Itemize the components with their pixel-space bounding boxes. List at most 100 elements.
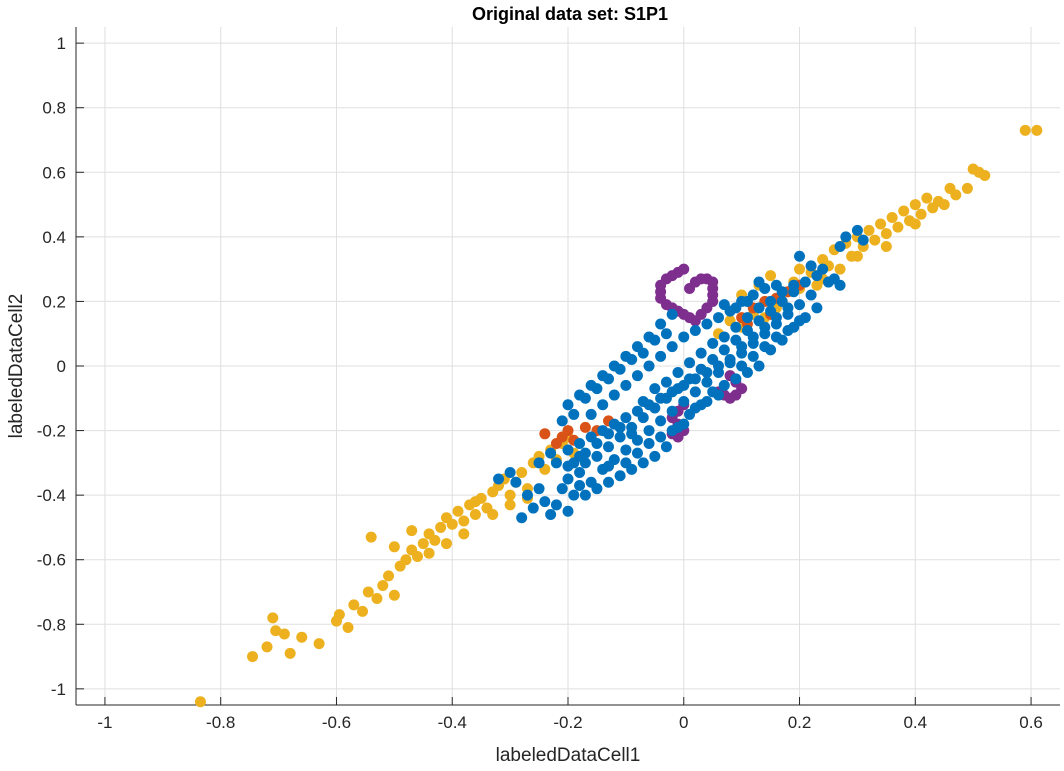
y-tick-label: -0.4 (37, 486, 66, 505)
data-point (834, 241, 846, 253)
data-point (603, 428, 615, 440)
data-point (296, 631, 308, 643)
data-point (660, 328, 672, 340)
data-point (840, 231, 852, 243)
data-point (333, 609, 345, 621)
data-point (603, 373, 615, 385)
data-point (880, 241, 892, 253)
data-point (794, 250, 806, 262)
data-point (562, 505, 574, 517)
data-point (591, 383, 603, 395)
data-point (247, 651, 259, 663)
data-point (626, 463, 638, 475)
data-point (458, 515, 470, 527)
data-point (446, 518, 458, 530)
data-point (718, 379, 730, 391)
data-point (545, 509, 557, 521)
tick-labels: -1 -0.8 -0.6 -0.4 -0.2 0 0.2 0.4 0.6 -1 -0.8 -0.6 -0… (37, 34, 1043, 732)
data-point (452, 505, 464, 517)
data-point (631, 370, 643, 382)
data-point (655, 392, 667, 404)
data-point (533, 483, 545, 495)
data-point (620, 379, 632, 391)
data-point (811, 302, 823, 314)
data-point (672, 366, 684, 378)
data-point (423, 547, 435, 559)
data-point (701, 376, 713, 388)
data-point (689, 373, 701, 385)
data-point (556, 415, 568, 427)
data-point (400, 554, 412, 566)
data-point (718, 299, 730, 311)
data-point (574, 437, 586, 449)
data-point (961, 182, 973, 194)
data-point (469, 496, 481, 508)
data-point (782, 302, 794, 314)
data-point (915, 208, 927, 220)
data-point (591, 450, 603, 462)
data-point (718, 331, 730, 343)
data-point (684, 357, 696, 369)
data-point (834, 279, 846, 291)
data-point (643, 425, 655, 437)
data-point (362, 586, 374, 598)
data-point (765, 295, 777, 307)
data-point (440, 538, 452, 550)
data-point (886, 211, 898, 223)
data-point (794, 299, 806, 311)
data-point (944, 182, 956, 194)
data-point (487, 509, 499, 521)
x-tick-label: -0.4 (438, 713, 467, 732)
data-point (550, 457, 562, 469)
data-point (1019, 124, 1031, 136)
data-point (545, 447, 557, 459)
data-point (863, 224, 875, 236)
data-point (666, 308, 678, 320)
data-point (770, 312, 782, 324)
data-point (539, 428, 551, 440)
data-point (614, 470, 626, 482)
data-point (458, 528, 470, 540)
data-point (979, 170, 991, 182)
data-point (736, 360, 748, 372)
data-point (574, 479, 586, 491)
data-point (562, 473, 574, 485)
data-point (649, 334, 661, 346)
data-point (637, 396, 649, 408)
data-point (857, 234, 869, 246)
data-point (637, 457, 649, 469)
data-point (383, 570, 395, 582)
data-points (194, 124, 1043, 708)
data-point (747, 331, 759, 343)
data-point (603, 460, 615, 472)
data-point (875, 218, 887, 230)
data-point (724, 354, 736, 366)
data-point (521, 489, 533, 501)
y-tick-label: 1 (57, 34, 66, 53)
data-point (194, 696, 206, 708)
data-point (689, 324, 701, 336)
data-point (562, 399, 574, 411)
axes (75, 27, 1060, 706)
y-tick-label: 0.8 (42, 99, 66, 118)
data-point (585, 408, 597, 420)
x-tick-label: -0.2 (553, 713, 582, 732)
data-point (493, 473, 505, 485)
data-point (591, 437, 603, 449)
data-point (730, 373, 742, 385)
data-point (782, 324, 794, 336)
data-point (417, 538, 429, 550)
data-point (678, 379, 690, 391)
data-point (707, 386, 719, 398)
data-point (741, 312, 753, 324)
data-point (678, 331, 690, 343)
y-tick-label: -0.6 (37, 551, 66, 570)
x-tick-label: 0.2 (788, 713, 812, 732)
data-point (938, 199, 950, 211)
x-axis-label: labeledDataCell1 (496, 745, 641, 766)
data-point (695, 399, 707, 411)
data-point (707, 337, 719, 349)
data-point (799, 276, 811, 288)
data-point (614, 363, 626, 375)
data-point (666, 405, 678, 417)
